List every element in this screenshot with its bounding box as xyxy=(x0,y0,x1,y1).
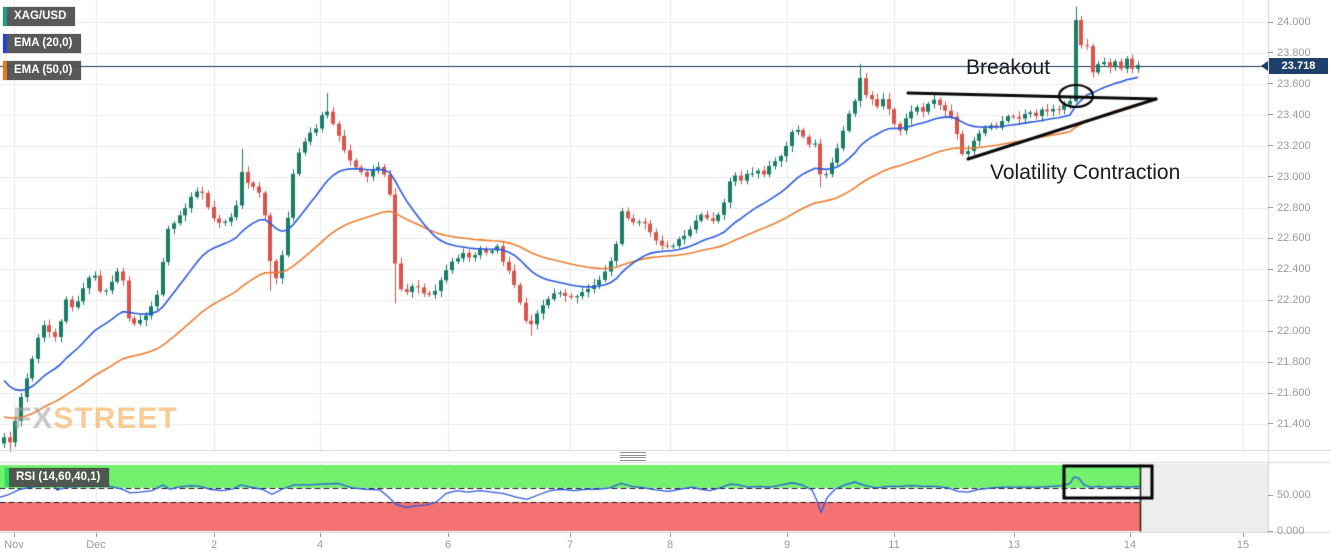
rsi-legend: RSI (14,60,40,1) xyxy=(5,468,110,487)
watermark-street: STREET xyxy=(53,402,178,435)
fxstreet-watermark: FXSTREET xyxy=(13,402,178,436)
price-tick-label: 23.600 xyxy=(1277,77,1311,90)
price-tick-label: 23.000 xyxy=(1277,170,1311,183)
annotation-breakout: Breakout xyxy=(966,56,1051,79)
time-tick-label: Dec xyxy=(86,539,106,551)
time-tick-label: 13 xyxy=(1007,539,1021,551)
price-tick-label: 22.600 xyxy=(1277,232,1311,245)
legend-item-rsi[interactable]: RSI (14,60,40,1) xyxy=(5,468,110,487)
legend-label: EMA (20,0) xyxy=(14,37,73,49)
time-tick-mark xyxy=(214,533,215,537)
legend-label: XAG/USD xyxy=(14,10,67,22)
price-tick-mark xyxy=(1268,114,1273,116)
legend-color-bar xyxy=(5,468,9,487)
price-tick-label: 23.400 xyxy=(1277,108,1311,121)
time-tick-mark xyxy=(1014,533,1015,537)
rsi-tick-mark xyxy=(1268,494,1273,496)
rsi-tick-label: 0.000 xyxy=(1277,525,1305,537)
price-tick-label: 21.400 xyxy=(1277,417,1311,430)
legend-color-bar xyxy=(3,61,7,80)
price-tick-mark xyxy=(1268,145,1273,147)
time-tick-label: Nov xyxy=(4,539,24,551)
legend-item-symbol[interactable]: XAG/USD xyxy=(3,7,76,26)
time-tick-mark xyxy=(448,533,449,537)
price-tick-label: 23.800 xyxy=(1277,46,1311,59)
price-tick-mark xyxy=(1268,392,1273,394)
price-tick-label: 21.600 xyxy=(1277,387,1311,400)
price-tick-mark xyxy=(1268,299,1273,301)
time-tick-mark xyxy=(96,533,97,537)
time-tick-label: 7 xyxy=(566,539,574,551)
price-tick-mark xyxy=(1268,361,1273,363)
price-tick-label: 23.200 xyxy=(1277,139,1311,152)
time-tick-mark xyxy=(787,533,788,537)
rsi-tick-mark xyxy=(1268,530,1273,532)
time-tick-mark xyxy=(670,533,671,537)
time-tick-label: 15 xyxy=(1236,539,1250,551)
time-tick-label: 6 xyxy=(444,539,452,551)
price-tick-label: 22.800 xyxy=(1277,201,1311,214)
time-tick-label: 11 xyxy=(888,539,900,551)
watermark-fx: FX xyxy=(13,402,54,435)
time-tick-label: 2 xyxy=(210,539,218,551)
annotation-volatility-contraction: Volatility Contraction xyxy=(990,161,1181,184)
time-tick-label: 14 xyxy=(1123,539,1137,551)
legend-label: RSI (14,60,40,1) xyxy=(16,471,101,483)
price-tick-mark xyxy=(1268,52,1273,54)
price-tick-label: 22.200 xyxy=(1277,294,1311,307)
last-price-arrow xyxy=(1261,60,1268,71)
legend-color-bar xyxy=(3,34,7,53)
rsi-tick-label: 50.000 xyxy=(1277,489,1311,501)
price-tick-mark xyxy=(1268,21,1273,23)
price-tick-label: 24.000 xyxy=(1277,16,1311,28)
price-tick-mark xyxy=(1268,207,1273,209)
price-tick-mark xyxy=(1268,83,1273,85)
price-tick-label: 22.000 xyxy=(1277,325,1311,338)
legend-color-bar xyxy=(3,7,7,26)
price-tick-mark xyxy=(1268,268,1273,270)
price-tick-mark xyxy=(1268,237,1273,239)
legend: XAG/USD EMA (20,0) EMA (50,0) xyxy=(3,7,82,80)
time-tick-mark xyxy=(14,533,15,537)
price-tick-mark xyxy=(1268,423,1273,425)
time-tick-mark xyxy=(570,533,571,537)
price-tick-mark xyxy=(1268,330,1273,332)
legend-item-ema20[interactable]: EMA (20,0) xyxy=(3,34,82,53)
time-tick-label: 9 xyxy=(783,539,791,551)
price-tick-mark xyxy=(1268,176,1273,178)
time-tick-mark xyxy=(1130,533,1131,537)
time-tick-mark xyxy=(320,533,321,537)
time-tick-label: 8 xyxy=(666,539,674,551)
time-tick-mark xyxy=(894,533,895,537)
legend-item-ema50[interactable]: EMA (50,0) xyxy=(3,61,82,80)
time-tick-mark xyxy=(1243,533,1244,537)
price-tick-label: 22.400 xyxy=(1277,263,1311,276)
last-price-badge: 23.718 xyxy=(1269,57,1328,74)
price-tick-label: 21.800 xyxy=(1277,356,1311,369)
pane-resize-handle[interactable] xyxy=(620,452,646,461)
legend-label: EMA (50,0) xyxy=(14,64,73,76)
time-tick-label: 4 xyxy=(316,539,324,551)
